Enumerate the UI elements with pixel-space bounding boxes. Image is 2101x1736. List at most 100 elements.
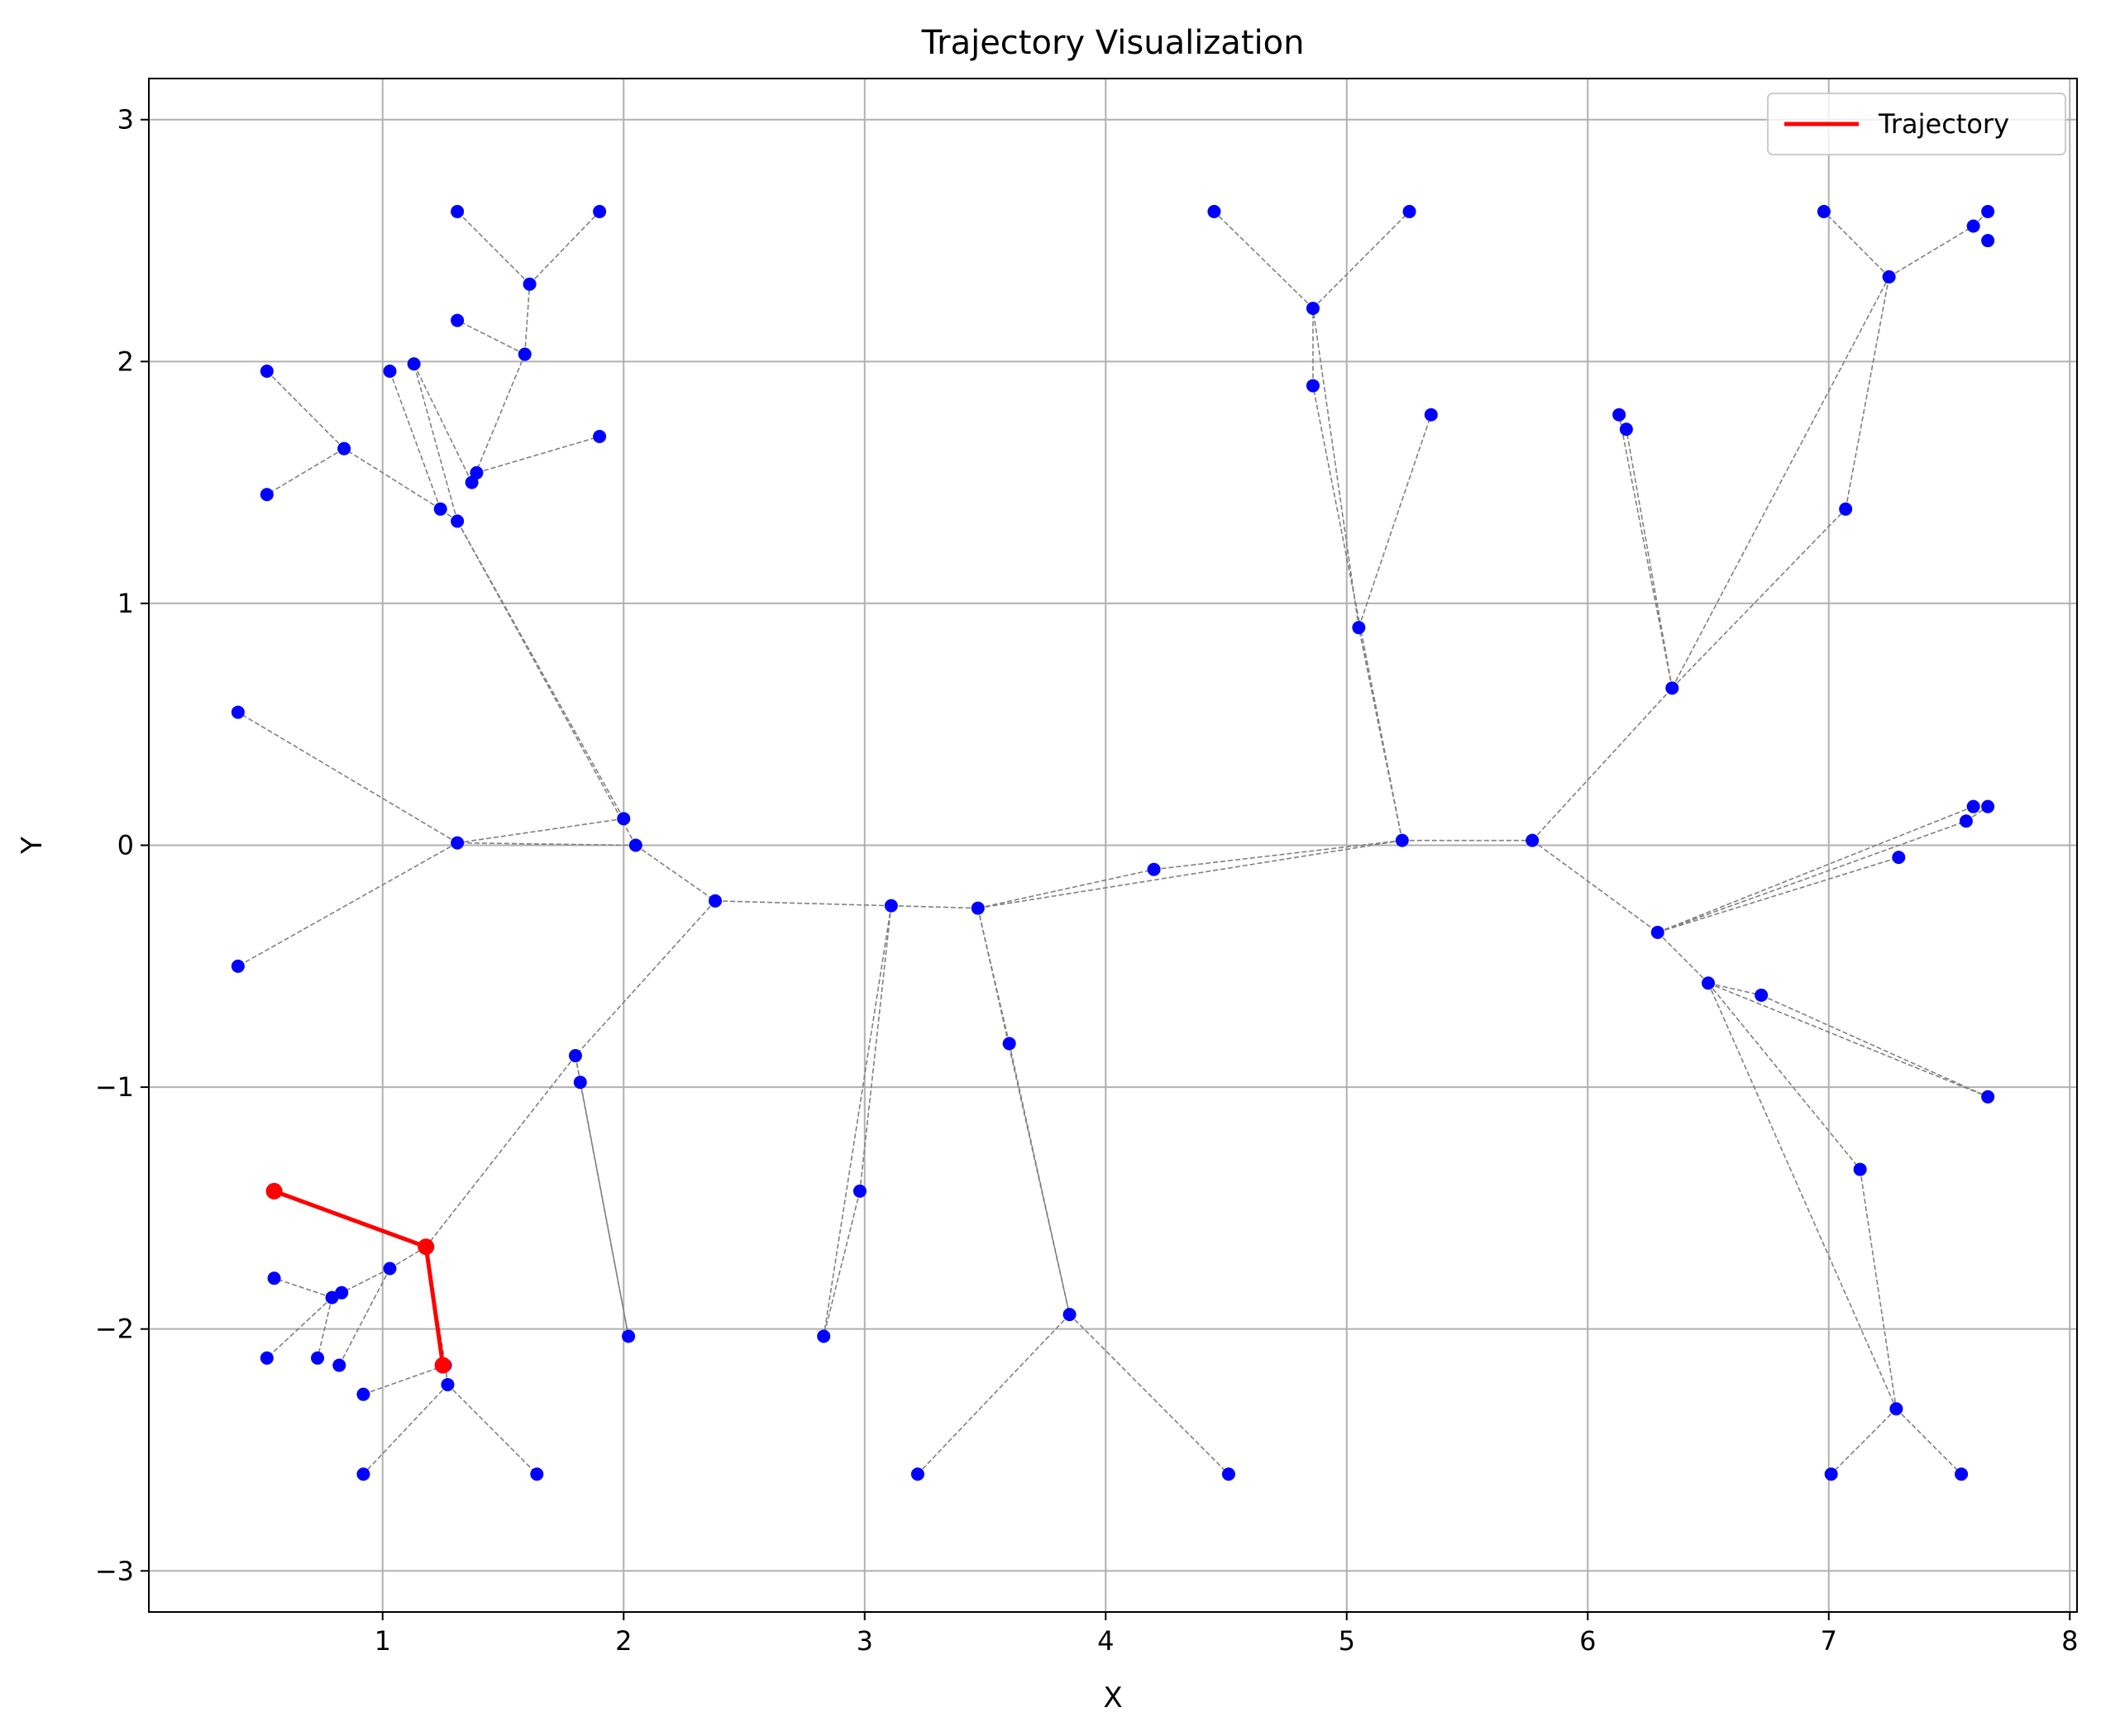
y-tick-label: 0 bbox=[117, 830, 134, 861]
network-node bbox=[1981, 204, 1995, 218]
network-node bbox=[441, 1377, 455, 1391]
network-node bbox=[1207, 204, 1221, 218]
network-edge bbox=[476, 436, 600, 474]
y-tick-label: 2 bbox=[117, 346, 134, 377]
network-edge bbox=[1671, 508, 1846, 689]
network-edge bbox=[635, 844, 716, 902]
y-tick-label: −2 bbox=[95, 1314, 134, 1345]
network-node bbox=[1839, 502, 1853, 516]
network-node bbox=[1817, 204, 1831, 218]
trajectory-series bbox=[265, 1182, 451, 1374]
network-edge bbox=[456, 319, 526, 355]
network-edge bbox=[1895, 1408, 1962, 1475]
network-edge bbox=[1626, 429, 1674, 689]
network-edge bbox=[1657, 820, 1967, 933]
network-edge bbox=[1657, 932, 1709, 984]
network-edge bbox=[1889, 225, 1974, 278]
network-node bbox=[628, 838, 642, 852]
legend-label-trajectory: Trajectory bbox=[1878, 108, 2009, 140]
network-node bbox=[568, 1049, 582, 1063]
y-axis-label: Y bbox=[16, 837, 49, 855]
network-node bbox=[1650, 925, 1664, 939]
network-edge bbox=[859, 905, 892, 1191]
network-edge bbox=[1312, 211, 1411, 309]
network-edge bbox=[1707, 982, 1898, 1409]
trajectory-point bbox=[265, 1182, 283, 1199]
network-edge bbox=[1657, 805, 1974, 933]
network-edge bbox=[1707, 982, 1989, 1098]
legend: Trajectory bbox=[1767, 93, 2066, 155]
network-node bbox=[852, 1184, 867, 1198]
network-edge bbox=[1312, 308, 1360, 628]
network-node bbox=[971, 901, 985, 915]
network-node bbox=[451, 836, 465, 850]
network-node bbox=[709, 894, 723, 908]
network-node bbox=[356, 1467, 370, 1481]
network-edge bbox=[1845, 276, 1890, 509]
network-edge bbox=[1707, 982, 1861, 1171]
network-edge bbox=[470, 354, 526, 483]
network-node bbox=[1402, 204, 1416, 218]
network-node bbox=[383, 365, 397, 379]
chart-title: Trajectory Visualization bbox=[921, 24, 1305, 62]
network-node bbox=[1306, 379, 1320, 393]
network-node bbox=[622, 1329, 636, 1343]
x-tick-label: 8 bbox=[2061, 1625, 2078, 1657]
network-node bbox=[1062, 1308, 1077, 1322]
network-node bbox=[332, 1358, 346, 1372]
network-edge bbox=[1707, 982, 1762, 996]
network-edge bbox=[343, 447, 442, 510]
y-tick-label: 3 bbox=[117, 104, 134, 136]
network-edge bbox=[1823, 211, 1890, 278]
network-edge bbox=[237, 711, 458, 844]
network-node bbox=[231, 959, 245, 973]
x-tick-label: 6 bbox=[1579, 1625, 1596, 1657]
network-node bbox=[337, 441, 351, 455]
network-node bbox=[451, 204, 465, 218]
network-node bbox=[451, 514, 465, 528]
network-edge bbox=[528, 211, 600, 285]
network-edge bbox=[1671, 276, 1890, 689]
network-edge bbox=[823, 1190, 861, 1337]
network-edge bbox=[425, 1055, 576, 1247]
network-edge bbox=[579, 1082, 629, 1337]
grid bbox=[149, 79, 2077, 1612]
network-node bbox=[530, 1467, 544, 1481]
network-node bbox=[1755, 988, 1769, 1002]
network-node bbox=[1702, 976, 1716, 990]
network-edge bbox=[1831, 1408, 1897, 1475]
network-node bbox=[311, 1351, 325, 1365]
network-node bbox=[260, 488, 274, 502]
network-edge bbox=[1657, 856, 1899, 933]
network-edge bbox=[1312, 385, 1403, 841]
network-node bbox=[260, 1351, 274, 1365]
network-node bbox=[231, 705, 245, 719]
y-tick-label: −3 bbox=[95, 1555, 134, 1586]
network-edge bbox=[977, 839, 1402, 909]
network-node bbox=[1966, 219, 1980, 233]
network-node bbox=[1665, 681, 1679, 695]
network-edge bbox=[1859, 1169, 1898, 1409]
network-node bbox=[1002, 1037, 1016, 1051]
network-edge bbox=[523, 284, 531, 355]
x-tick-label: 3 bbox=[857, 1625, 873, 1657]
network-node bbox=[1955, 1467, 1969, 1481]
network-edge bbox=[1358, 414, 1432, 628]
network-edge bbox=[1068, 1314, 1230, 1475]
trajectory-point bbox=[434, 1357, 451, 1374]
network-node bbox=[1882, 269, 1896, 284]
network-edge bbox=[1358, 627, 1403, 841]
network-node bbox=[1892, 851, 1906, 865]
network-edge bbox=[266, 447, 345, 495]
network-edge bbox=[1531, 840, 1659, 933]
network-node bbox=[1824, 1467, 1838, 1481]
network-node bbox=[1981, 799, 1995, 813]
network-edge bbox=[457, 818, 624, 844]
network-nodes bbox=[231, 204, 1995, 1481]
x-tick-label: 4 bbox=[1097, 1625, 1114, 1657]
network-node bbox=[1981, 1090, 1995, 1104]
network-node bbox=[1221, 1467, 1235, 1481]
network-node bbox=[593, 204, 607, 218]
